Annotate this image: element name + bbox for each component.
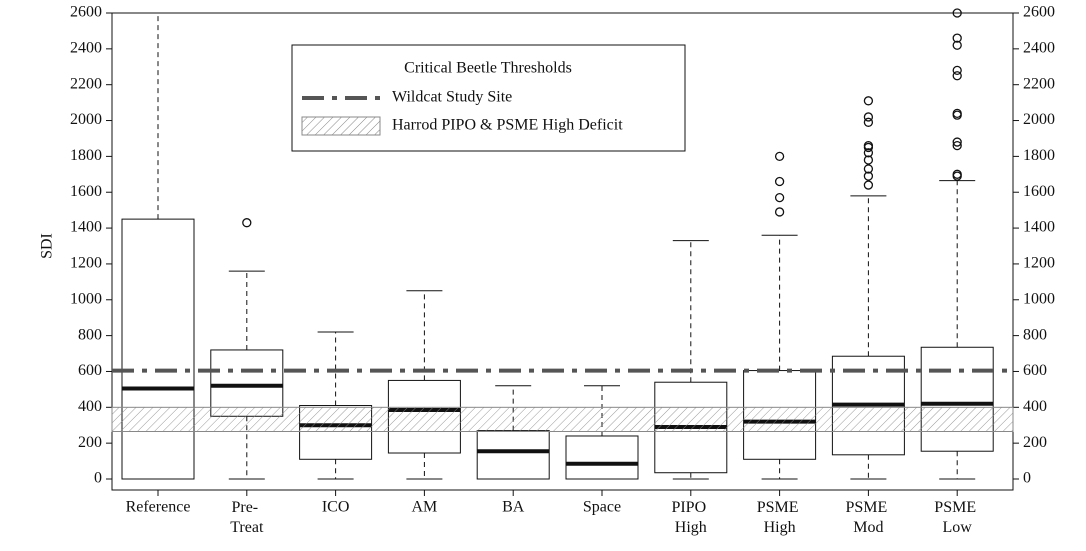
y-tick-label: 1400 [70, 219, 102, 236]
y-tick-label: 0 [94, 470, 102, 487]
y2-tick-label: 1800 [1023, 147, 1055, 164]
x-tick-label: Space [583, 499, 621, 516]
box [920, 346, 994, 452]
outlier [774, 192, 785, 203]
outlier [952, 140, 962, 151]
y-tick-label: 2600 [70, 4, 102, 21]
outlier [863, 155, 874, 165]
y2-tick-label: 400 [1023, 398, 1047, 415]
y2-tick-label: 2400 [1023, 40, 1055, 57]
y2-tick-label: 2200 [1023, 75, 1055, 92]
y-tick-label: 600 [78, 362, 102, 379]
x-tick-label: Pre- Treat [230, 499, 264, 536]
legend-swatch [301, 116, 381, 136]
outlier [242, 218, 252, 228]
outlier [774, 207, 785, 217]
box [210, 349, 284, 417]
box [476, 430, 550, 480]
y2-tick-label: 2000 [1023, 111, 1055, 128]
y2-tick-label: 1600 [1023, 183, 1055, 200]
x-tick-label: PSME Mod [846, 499, 892, 536]
x-tick-label: PSME High [757, 499, 803, 536]
y2-tick-label: 2600 [1023, 4, 1055, 21]
outlier [952, 71, 962, 81]
y2-tick-label: 800 [1023, 326, 1047, 343]
threshold-band [111, 406, 1014, 433]
outlier [863, 140, 874, 151]
y-tick-label: 1600 [70, 183, 102, 200]
y-tick-label: 2000 [70, 111, 102, 128]
x-tick-label: Reference [126, 499, 191, 516]
legend-title: Critical Beetle Thresholds [404, 60, 572, 77]
legend-label: Wildcat Study Site [392, 89, 512, 106]
y-tick-label: 400 [78, 398, 102, 415]
outlier [952, 8, 962, 18]
x-tick-label: PSME Low [934, 499, 980, 536]
y2-tick-label: 0 [1023, 470, 1031, 487]
outlier [863, 96, 874, 106]
outlier [863, 112, 874, 122]
y-tick-label: 800 [78, 326, 102, 343]
y2-tick-label: 200 [1023, 434, 1047, 451]
box [121, 218, 195, 480]
outlier [952, 33, 962, 43]
plot-frame [111, 12, 1014, 491]
y-tick-label: 200 [78, 434, 102, 451]
outlier [863, 180, 874, 190]
y2-tick-label: 1200 [1023, 255, 1055, 272]
y2-tick-label: 1000 [1023, 290, 1055, 307]
outlier [952, 65, 962, 76]
y-tick-label: 2400 [70, 40, 102, 57]
legend-label: Harrod PIPO & PSME High Deficit [392, 117, 623, 134]
x-tick-label: ICO [322, 499, 350, 516]
outlier [863, 117, 874, 127]
y-tick-label: 1200 [70, 255, 102, 272]
outlier [863, 171, 874, 181]
outlier [863, 148, 874, 158]
box [565, 435, 639, 480]
x-tick-label: PIPO High [671, 499, 710, 536]
x-tick-label: BA [502, 499, 525, 516]
outlier [952, 137, 962, 147]
outlier [952, 108, 962, 119]
outlier [952, 169, 962, 179]
y2-tick-label: 600 [1023, 362, 1047, 379]
y2-tick-label: 1400 [1023, 219, 1055, 236]
outlier [774, 151, 785, 162]
outlier [774, 176, 785, 187]
outlier [863, 164, 874, 174]
y-tick-label: 1800 [70, 147, 102, 164]
y-tick-label: 2200 [70, 75, 102, 92]
x-tick-label: AM [412, 499, 438, 516]
y-axis-label: SDI [39, 233, 56, 259]
y-tick-label: 1000 [70, 290, 102, 307]
outlier [952, 40, 962, 50]
